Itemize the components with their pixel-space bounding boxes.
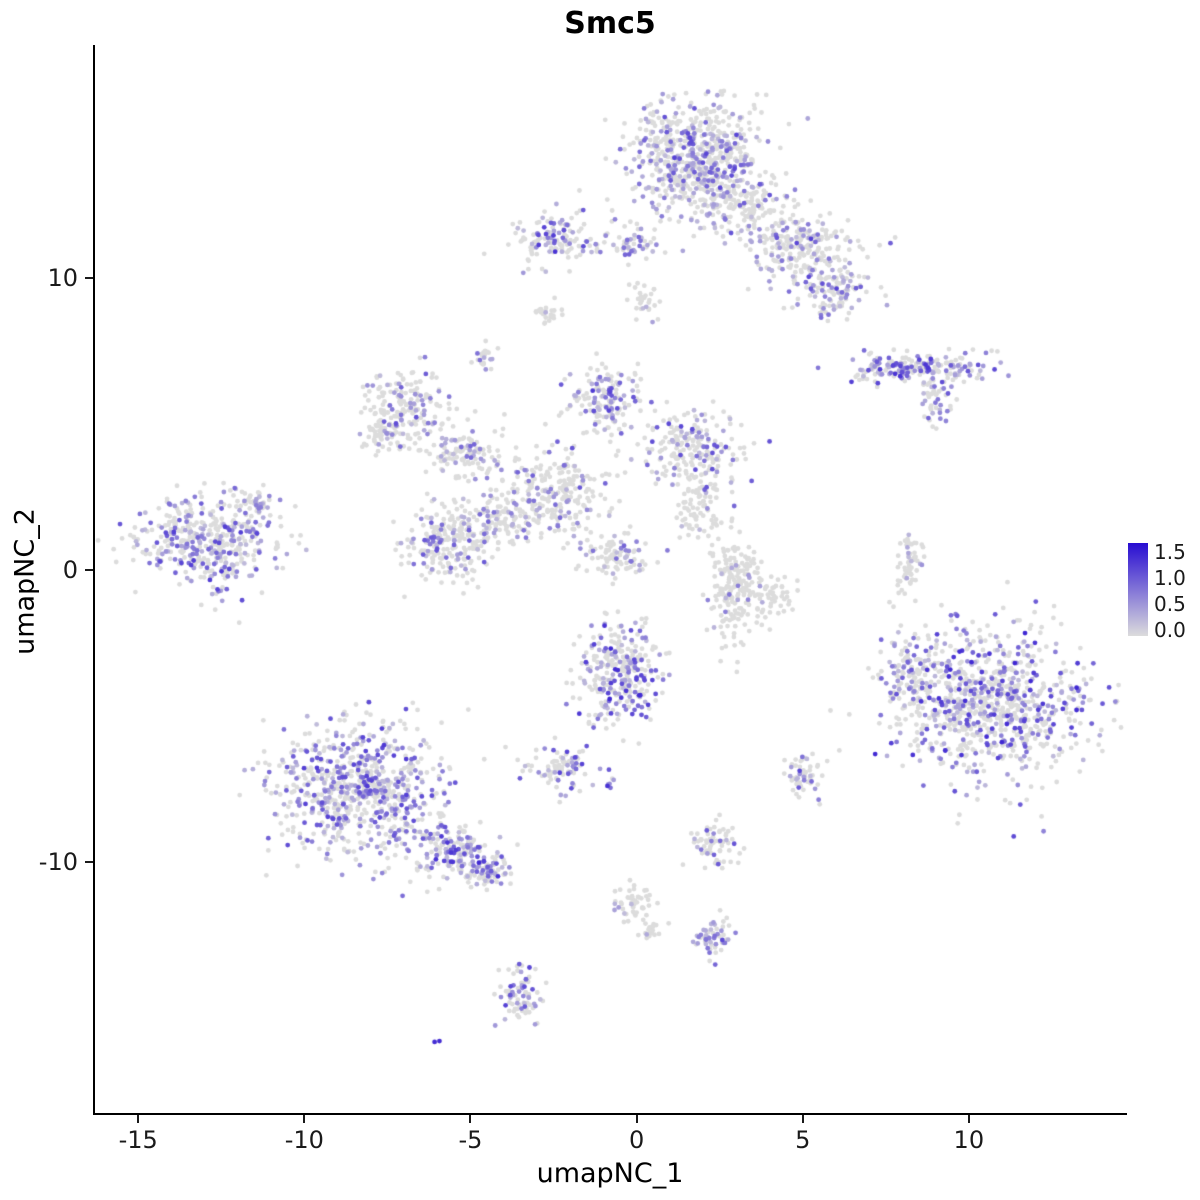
legend-tick-label: 1.0 — [1154, 566, 1186, 591]
x-tick-mark — [303, 1115, 306, 1123]
x-axis-title: umapNC_1 — [536, 1158, 684, 1189]
x-tick-label: 5 — [795, 1126, 811, 1154]
x-tick-label: -15 — [118, 1126, 158, 1154]
y-axis-line — [93, 45, 95, 1115]
y-tick-mark — [85, 277, 93, 280]
x-tick-label: 10 — [953, 1126, 985, 1154]
x-tick-mark — [635, 1115, 638, 1123]
x-tick-label: 0 — [628, 1126, 645, 1154]
legend-gradient-bar — [1128, 543, 1148, 636]
plot-title: Smc5 — [564, 6, 656, 41]
legend-tick-label: 0.0 — [1154, 617, 1186, 642]
y-tick-mark — [85, 569, 93, 572]
legend-tick-label: 0.5 — [1154, 591, 1186, 616]
y-tick-label: 0 — [62, 556, 78, 585]
x-tick-mark — [137, 1115, 140, 1123]
legend-tick-label: 1.5 — [1154, 540, 1186, 565]
x-tick-label: -5 — [458, 1126, 483, 1154]
x-tick-mark — [801, 1115, 804, 1123]
x-tick-mark — [967, 1115, 970, 1123]
y-tick-label: -10 — [38, 848, 78, 877]
x-tick-mark — [469, 1115, 472, 1123]
y-axis-title: umapNC_2 — [9, 508, 41, 655]
x-axis-line — [93, 1113, 1127, 1115]
y-tick-mark — [85, 861, 93, 864]
x-tick-label: -10 — [284, 1126, 324, 1154]
y-tick-label: 10 — [47, 264, 78, 293]
